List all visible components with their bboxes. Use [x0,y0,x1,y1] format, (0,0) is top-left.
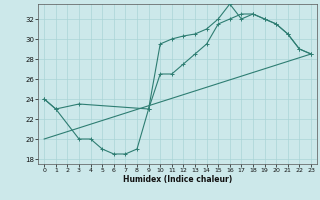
X-axis label: Humidex (Indice chaleur): Humidex (Indice chaleur) [123,175,232,184]
